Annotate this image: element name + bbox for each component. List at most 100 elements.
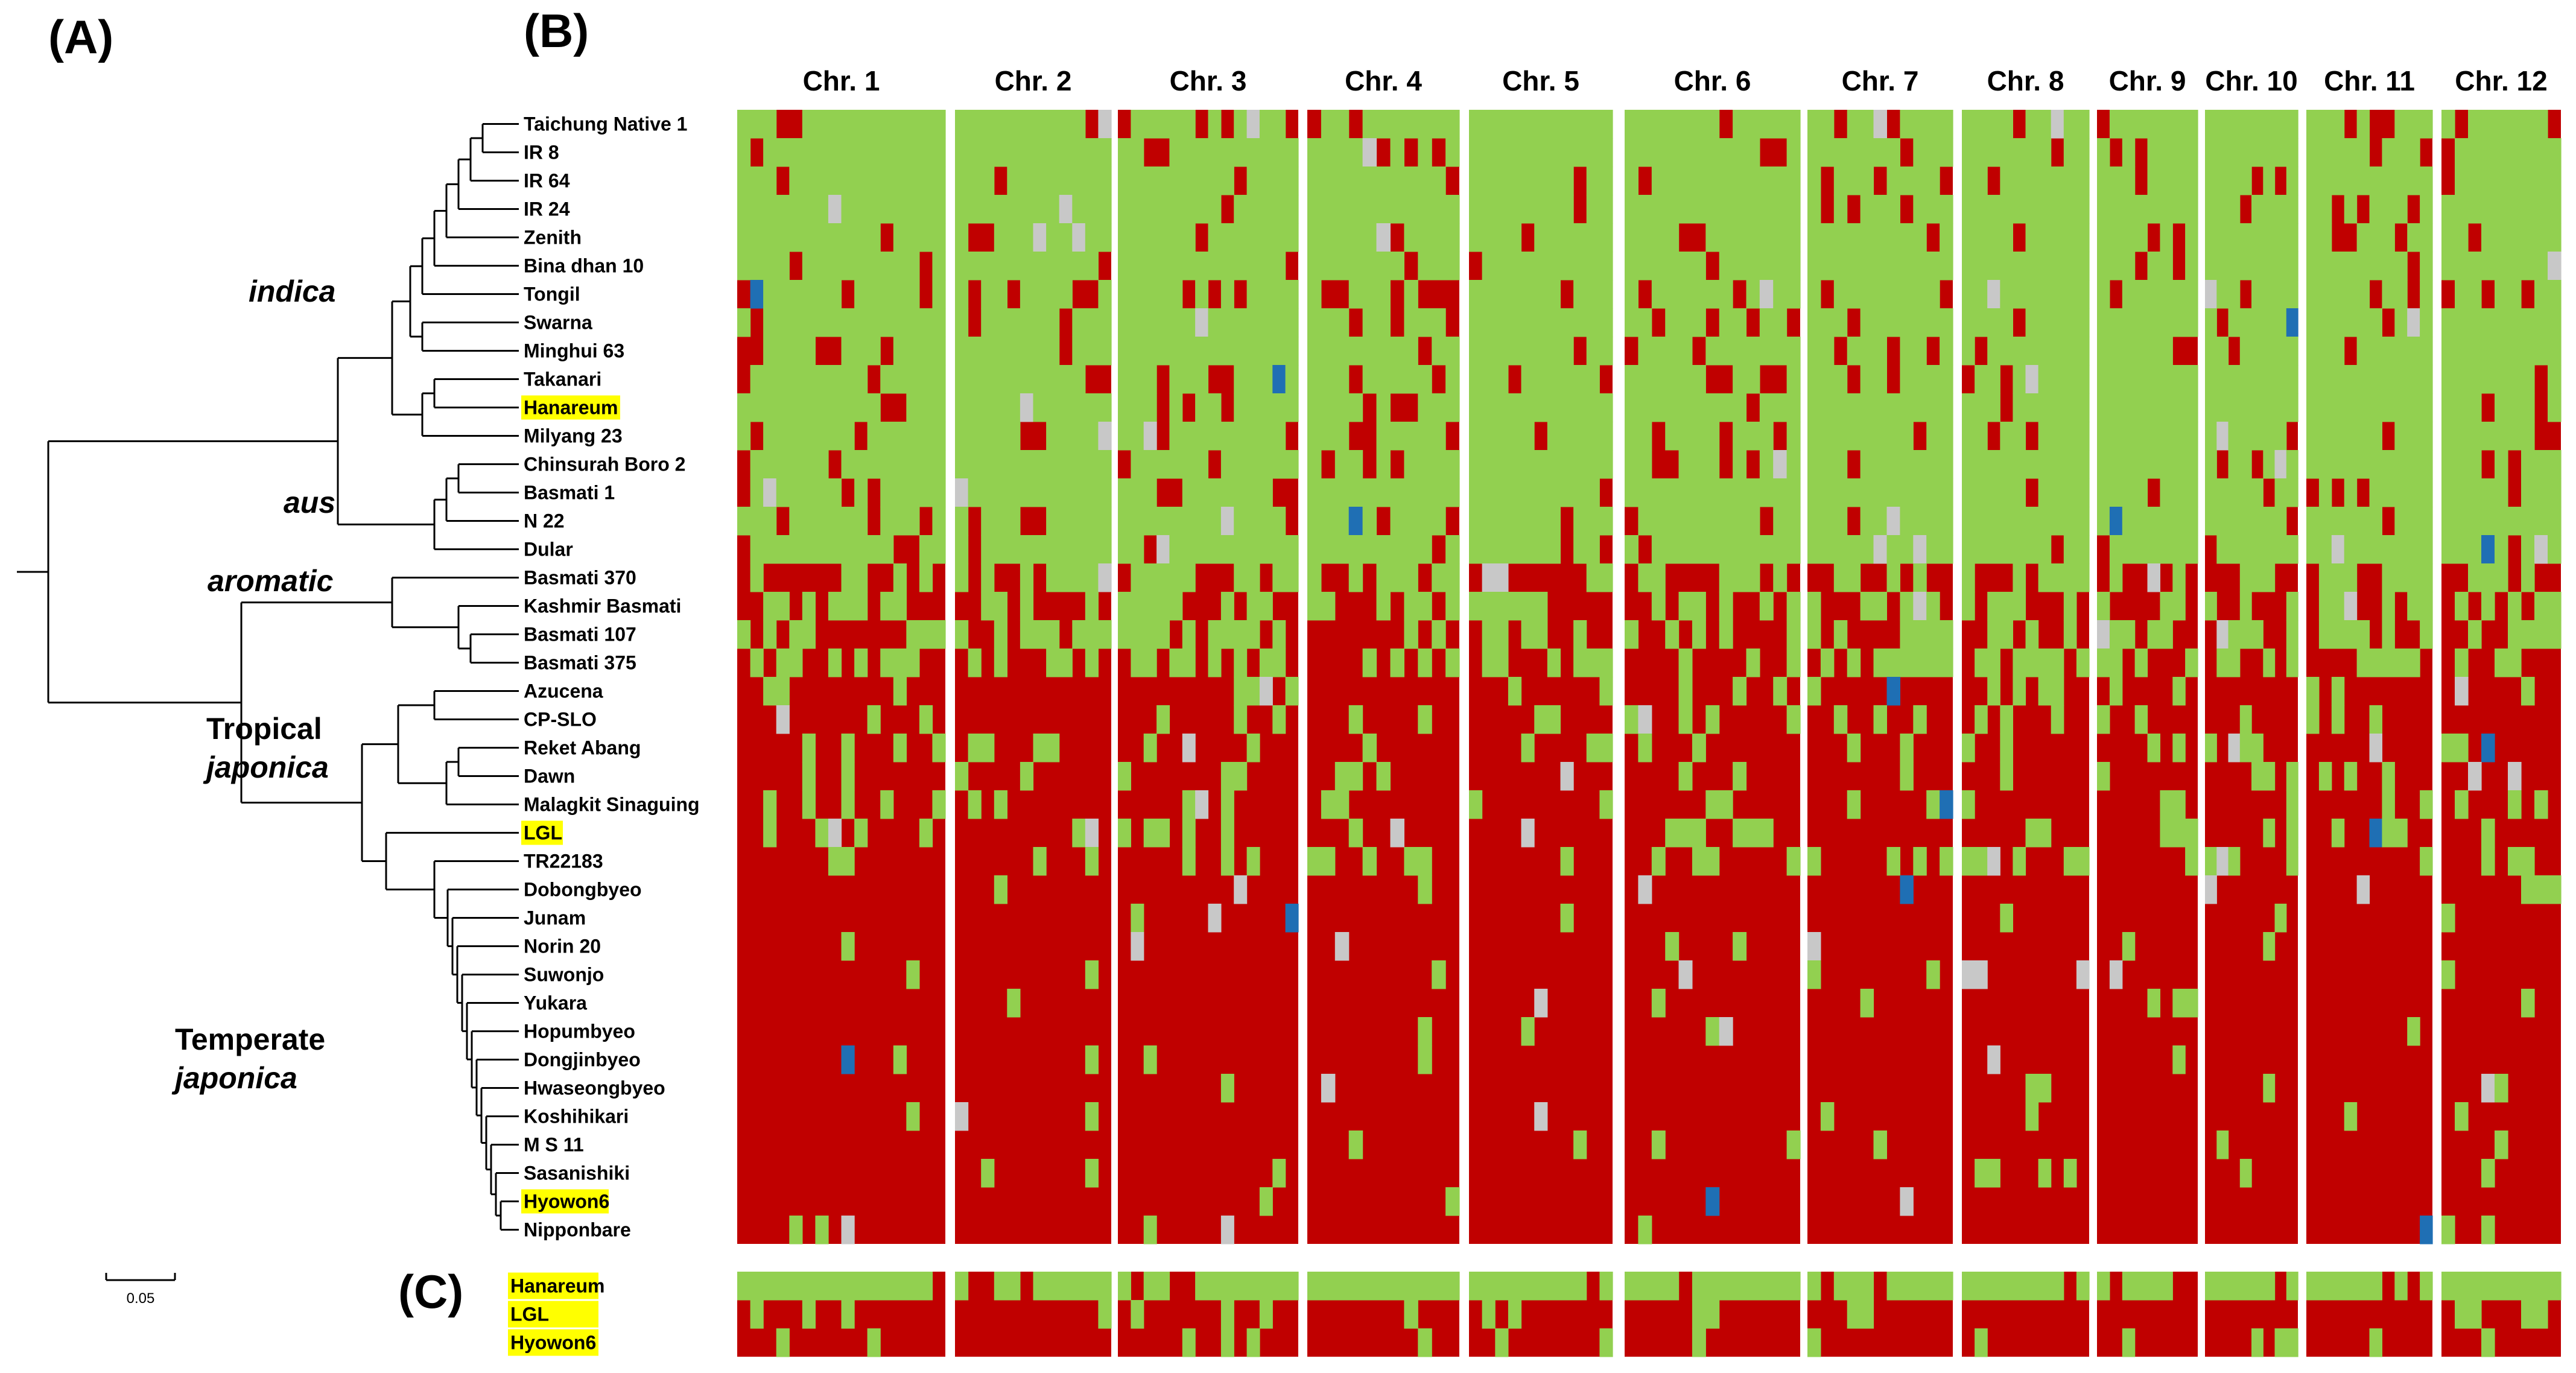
genotype-cell: [2481, 1328, 2495, 1357]
genotype-cell: [2076, 280, 2090, 309]
genotype-cell: [1913, 393, 1927, 422]
genotype-cell: [2286, 1272, 2298, 1301]
genotype-cell: [1376, 110, 1391, 139]
genotype-cell: [2382, 138, 2395, 167]
genotype-cell: [1638, 1216, 1652, 1245]
genotype-cell: [2185, 110, 2198, 139]
genotype-cell: [1234, 252, 1248, 281]
genotype-cell: [2521, 507, 2535, 536]
genotype-cell: [1321, 337, 1336, 366]
taxon-label: Minghui 63: [524, 340, 624, 362]
genotype-cell: [2331, 705, 2345, 734]
genotype-cell: [2356, 308, 2370, 337]
genotype-cell: [1547, 195, 1561, 224]
genotype-cell: [1638, 478, 1652, 507]
genotype-cell: [815, 110, 829, 139]
genotype-cell: [1085, 648, 1099, 677]
genotype-cell: [1547, 648, 1561, 677]
genotype-cell: [1220, 1216, 1234, 1245]
genotype-cell: [867, 705, 881, 734]
genotype-cell: [955, 365, 969, 394]
genotype-cell: [1586, 450, 1600, 479]
genotype-cell: [1521, 166, 1535, 195]
genotype-cell: [1820, 507, 1835, 536]
genotype-cell: [1234, 507, 1248, 536]
genotype-cell: [880, 507, 894, 536]
genotype-cell: [2468, 252, 2482, 281]
genotype-cell: [1046, 365, 1060, 394]
genotype-cell: [1059, 166, 1073, 195]
genotype-cell: [802, 1272, 816, 1301]
genotype-cell: [1033, 110, 1047, 139]
genotype-cell: [1692, 819, 1706, 848]
genotype-cell: [1820, 450, 1835, 479]
taxon-label: Dawn: [524, 766, 575, 787]
genotype-cell: [2025, 819, 2039, 848]
genotype-cell: [1719, 507, 1733, 536]
genotype-cell: [1807, 365, 1821, 394]
genotype-cell: [763, 252, 777, 281]
genotype-cell: [1362, 195, 1377, 224]
genotype-cell: [994, 620, 1007, 649]
genotype-cell: [1131, 110, 1144, 139]
genotype-cell: [1638, 422, 1652, 451]
genotype-cell: [1860, 365, 1874, 394]
genotype-cell: [815, 507, 829, 536]
genotype-cell: [2420, 166, 2433, 195]
genotype-cell: [1759, 280, 1774, 309]
genotype-cell: [1307, 365, 1322, 394]
genotype-cell: [2286, 1328, 2298, 1357]
genotype-cell: [1348, 252, 1363, 281]
genotype-cell: [1072, 166, 1086, 195]
genotype-cell: [2468, 393, 2482, 422]
genotype-cell: [1482, 393, 1496, 422]
genotype-cell: [1321, 195, 1336, 224]
genotype-cell: [2097, 365, 2110, 394]
genotype-cell: [737, 110, 751, 139]
genotype-cell: [2481, 507, 2495, 536]
genotype-cell: [1246, 138, 1260, 167]
genotype-cell: [1987, 1272, 2000, 1301]
genotype-cell: [750, 1272, 764, 1301]
genotype-cell: [1651, 252, 1666, 281]
genotype-cell: [2508, 393, 2522, 422]
genotype-cell: [2239, 110, 2252, 139]
genotype-cell: [2495, 1130, 2508, 1159]
genotype-cell: [1131, 932, 1144, 961]
genotype-cell: [2441, 337, 2455, 366]
genotype-cell: [981, 450, 995, 479]
genotype-cell: [932, 620, 946, 649]
genotype-cell: [802, 166, 816, 195]
genotype-cell: [1220, 223, 1234, 252]
genotype-cell: [2344, 308, 2358, 337]
genotype-cell: [1987, 478, 2000, 507]
genotype-cell: [2274, 478, 2287, 507]
genotype-cell: [1469, 308, 1483, 337]
genotype-cell: [2013, 563, 2026, 592]
genotype-cell: [1362, 138, 1377, 167]
genotype-cell: [1560, 252, 1574, 281]
genotype-cell: [1508, 507, 1522, 536]
genotype-cell: [2251, 252, 2264, 281]
genotype-cell: [2076, 648, 2090, 677]
taxon-highlight: [521, 1189, 609, 1214]
genotype-cell: [1962, 960, 1975, 989]
genotype-cell: [1246, 677, 1260, 706]
genotype-cell: [2013, 535, 2026, 564]
genotype-cell: [2508, 648, 2522, 677]
genotype-cell: [1259, 280, 1273, 309]
genotype-cell: [1495, 280, 1509, 309]
genotype-cell: [1131, 280, 1144, 309]
genotype-cell: [2109, 677, 2123, 706]
genotype-cell: [1913, 138, 1927, 167]
genotype-cell: [1692, 535, 1706, 564]
genotype-cell: [1404, 478, 1418, 507]
genotype-cell: [1020, 223, 1034, 252]
genotype-cell: [2331, 166, 2345, 195]
genotype-cell: [828, 252, 842, 281]
genotype-cell: [1007, 422, 1021, 451]
genotype-cell: [1705, 223, 1720, 252]
genotype-cell: [2216, 110, 2229, 139]
genotype-cell: [1599, 1272, 1613, 1301]
genotype-cell: [955, 620, 969, 649]
